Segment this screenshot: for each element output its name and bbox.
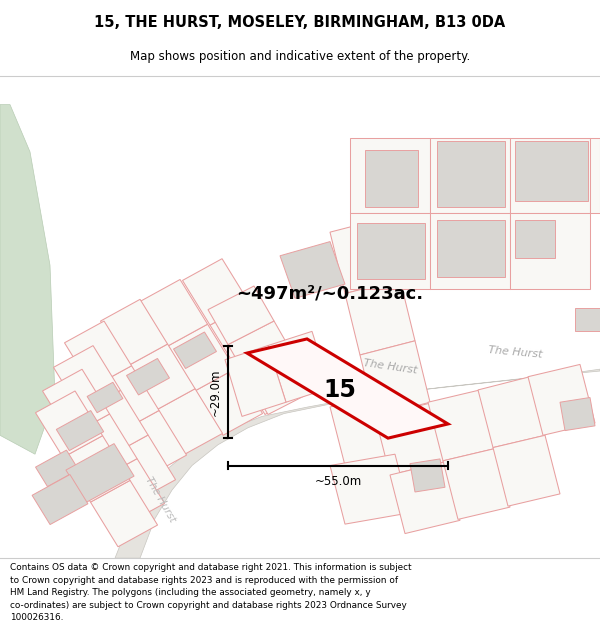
Polygon shape — [365, 150, 418, 207]
Polygon shape — [430, 213, 510, 289]
Polygon shape — [268, 331, 330, 402]
Polygon shape — [247, 339, 448, 438]
Polygon shape — [360, 341, 430, 416]
Text: Contains OS data © Crown copyright and database right 2021. This information is : Contains OS data © Crown copyright and d… — [10, 564, 411, 622]
Polygon shape — [70, 414, 137, 481]
Text: Map shows position and indicative extent of the property.: Map shows position and indicative extent… — [130, 51, 470, 63]
Polygon shape — [196, 369, 263, 435]
Polygon shape — [65, 321, 131, 388]
Polygon shape — [430, 138, 510, 213]
Polygon shape — [32, 474, 88, 524]
Polygon shape — [53, 346, 121, 412]
Polygon shape — [97, 459, 164, 525]
Polygon shape — [437, 220, 505, 276]
Polygon shape — [109, 435, 176, 501]
Polygon shape — [210, 303, 277, 370]
Polygon shape — [208, 286, 274, 344]
Text: The Hurst: The Hurst — [143, 475, 177, 524]
Polygon shape — [91, 481, 158, 547]
Polygon shape — [478, 377, 545, 448]
Polygon shape — [443, 449, 510, 519]
Polygon shape — [575, 308, 600, 331]
Polygon shape — [528, 364, 595, 435]
Polygon shape — [410, 459, 445, 492]
Polygon shape — [101, 299, 167, 366]
Polygon shape — [590, 138, 600, 213]
Polygon shape — [428, 390, 495, 461]
Polygon shape — [35, 450, 79, 487]
Polygon shape — [115, 369, 600, 558]
Polygon shape — [43, 369, 110, 436]
Polygon shape — [119, 411, 187, 477]
Text: ~497m²/~0.123ac.: ~497m²/~0.123ac. — [236, 284, 424, 302]
Text: ~29.0m: ~29.0m — [209, 368, 222, 416]
Polygon shape — [248, 356, 314, 414]
Polygon shape — [168, 324, 235, 391]
Polygon shape — [63, 436, 130, 502]
Polygon shape — [280, 242, 345, 298]
Polygon shape — [81, 391, 148, 457]
Polygon shape — [510, 138, 590, 213]
Text: 15: 15 — [323, 378, 356, 402]
Polygon shape — [87, 382, 123, 412]
Polygon shape — [357, 222, 425, 279]
Polygon shape — [0, 104, 55, 454]
Text: 15, THE HURST, MOSELEY, BIRMINGHAM, B13 0DA: 15, THE HURST, MOSELEY, BIRMINGHAM, B13 … — [94, 15, 506, 30]
Polygon shape — [35, 391, 103, 458]
Text: ~55.0m: ~55.0m — [314, 475, 362, 488]
Polygon shape — [560, 398, 595, 431]
Polygon shape — [238, 348, 305, 414]
Polygon shape — [345, 279, 415, 355]
Polygon shape — [350, 138, 430, 213]
Polygon shape — [375, 403, 445, 475]
Text: The Hurst: The Hurst — [488, 345, 542, 359]
Polygon shape — [173, 332, 217, 369]
Polygon shape — [228, 321, 294, 379]
Polygon shape — [330, 396, 395, 466]
Polygon shape — [56, 411, 104, 451]
Text: The Hurst: The Hurst — [362, 359, 418, 376]
Polygon shape — [127, 359, 169, 395]
Polygon shape — [515, 220, 555, 258]
Polygon shape — [155, 389, 223, 455]
Polygon shape — [350, 213, 430, 289]
Polygon shape — [140, 279, 208, 346]
Polygon shape — [330, 218, 400, 294]
Polygon shape — [510, 213, 590, 289]
Polygon shape — [66, 444, 134, 503]
Polygon shape — [182, 259, 250, 325]
Polygon shape — [390, 462, 460, 534]
Polygon shape — [330, 454, 410, 524]
Polygon shape — [92, 366, 159, 432]
Polygon shape — [515, 141, 588, 201]
Polygon shape — [493, 435, 560, 506]
Polygon shape — [437, 141, 505, 207]
Polygon shape — [128, 344, 195, 411]
Polygon shape — [225, 346, 286, 416]
